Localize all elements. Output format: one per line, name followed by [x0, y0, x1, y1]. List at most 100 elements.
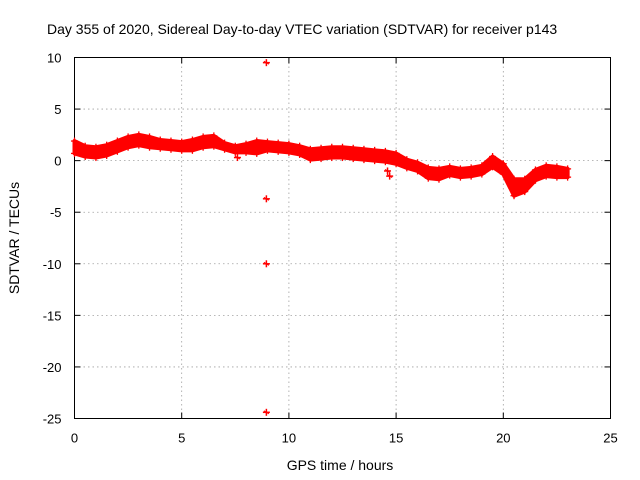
band-marker: [531, 176, 539, 184]
band-marker: [178, 146, 186, 154]
band-marker: [263, 146, 271, 154]
band-marker: [360, 156, 368, 164]
band-marker: [167, 137, 175, 145]
band-marker: [381, 158, 389, 166]
band-marker: [253, 149, 261, 157]
band-marker: [510, 175, 518, 183]
band-marker: [360, 145, 368, 153]
chart-title: Day 355 of 2020, Sidereal Day-to-day VTE…: [47, 21, 557, 37]
band-marker: [167, 145, 175, 153]
band-marker: [403, 164, 411, 172]
band-marker: [349, 155, 357, 163]
band-marker: [435, 175, 443, 183]
band-marker: [328, 154, 336, 162]
band-marker: [146, 133, 154, 141]
outlier-point: [262, 408, 270, 416]
y-tick-label: -10: [43, 257, 62, 272]
band-marker: [156, 144, 164, 152]
band-marker: [296, 142, 304, 150]
y-axis-label: SDTVAR / TECUs: [6, 182, 22, 294]
band-marker: [489, 163, 497, 171]
outlier-point: [384, 167, 392, 175]
band-marker: [242, 148, 250, 156]
band-marker: [210, 142, 218, 150]
band-marker: [371, 146, 379, 154]
band-marker: [328, 143, 336, 151]
band-marker: [424, 174, 432, 182]
band-marker: [317, 155, 325, 163]
x-tick-label: 10: [282, 431, 296, 446]
band-marker: [446, 163, 454, 171]
band-marker: [113, 147, 121, 155]
band-marker: [92, 143, 100, 151]
grid: [74, 57, 611, 419]
band-marker: [553, 163, 561, 171]
band-marker: [403, 156, 411, 164]
band-marker: [285, 140, 293, 148]
outlier-point: [262, 260, 270, 268]
outlier-point: [262, 195, 270, 203]
band-marker: [135, 131, 143, 139]
x-tick-label: 5: [178, 431, 185, 446]
band-marker: [178, 138, 186, 146]
ticks: 0 5 10 15 20 25 10 5 0 -5 -10 -15 -20 -25: [43, 51, 618, 446]
band-marker: [478, 170, 486, 178]
data-band: [71, 131, 572, 200]
band-marker: [71, 149, 78, 157]
band-marker: [510, 192, 518, 200]
band-marker: [296, 150, 304, 158]
band-marker: [564, 173, 572, 181]
band-marker: [263, 138, 271, 146]
band-marker: [124, 143, 132, 151]
band-marker: [285, 148, 293, 156]
x-tick-label: 25: [603, 431, 617, 446]
band-marker: [489, 153, 497, 161]
band-marker: [81, 153, 89, 161]
band-marker: [199, 143, 207, 151]
band-marker: [103, 141, 111, 149]
band-marker: [499, 160, 507, 168]
data-points: [233, 59, 394, 416]
band-marker: [392, 160, 400, 168]
band-marker: [103, 151, 111, 159]
y-tick-label: 5: [54, 102, 61, 117]
band-marker: [146, 143, 154, 151]
band-marker: [521, 175, 529, 183]
band-marker: [135, 141, 143, 149]
band-marker: [306, 145, 314, 153]
band-marker: [414, 167, 422, 175]
band-marker: [381, 147, 389, 155]
band-marker: [564, 165, 572, 173]
y-tick-label: 10: [47, 51, 61, 66]
band-marker: [456, 173, 464, 181]
plot-frame: [74, 57, 611, 419]
band-marker: [188, 136, 196, 144]
y-tick-label: -15: [43, 308, 62, 323]
band-marker: [531, 166, 539, 174]
band-marker: [221, 139, 229, 147]
band-marker: [231, 142, 239, 150]
x-tick-label: 20: [496, 431, 510, 446]
outlier-point: [233, 154, 241, 162]
band-marker: [317, 144, 325, 152]
band-marker: [521, 188, 529, 196]
band-marker: [499, 170, 507, 178]
band-marker: [221, 145, 229, 153]
band-marker: [542, 162, 550, 170]
sdtvar-band: [72, 132, 570, 198]
band-marker: [306, 156, 314, 164]
y-tick-label: 0: [54, 154, 61, 169]
x-axis-label: GPS time / hours: [287, 457, 394, 473]
band-marker: [478, 162, 486, 170]
band-marker: [156, 136, 164, 144]
band-marker: [339, 143, 346, 151]
band-marker: [467, 172, 475, 180]
y-tick-label: -5: [50, 205, 62, 220]
band-marker: [81, 142, 89, 150]
outlier-point: [262, 59, 270, 67]
band-marker: [210, 132, 218, 140]
band-marker: [467, 164, 475, 172]
x-tick-label: 15: [389, 431, 403, 446]
band-marker: [253, 137, 261, 145]
